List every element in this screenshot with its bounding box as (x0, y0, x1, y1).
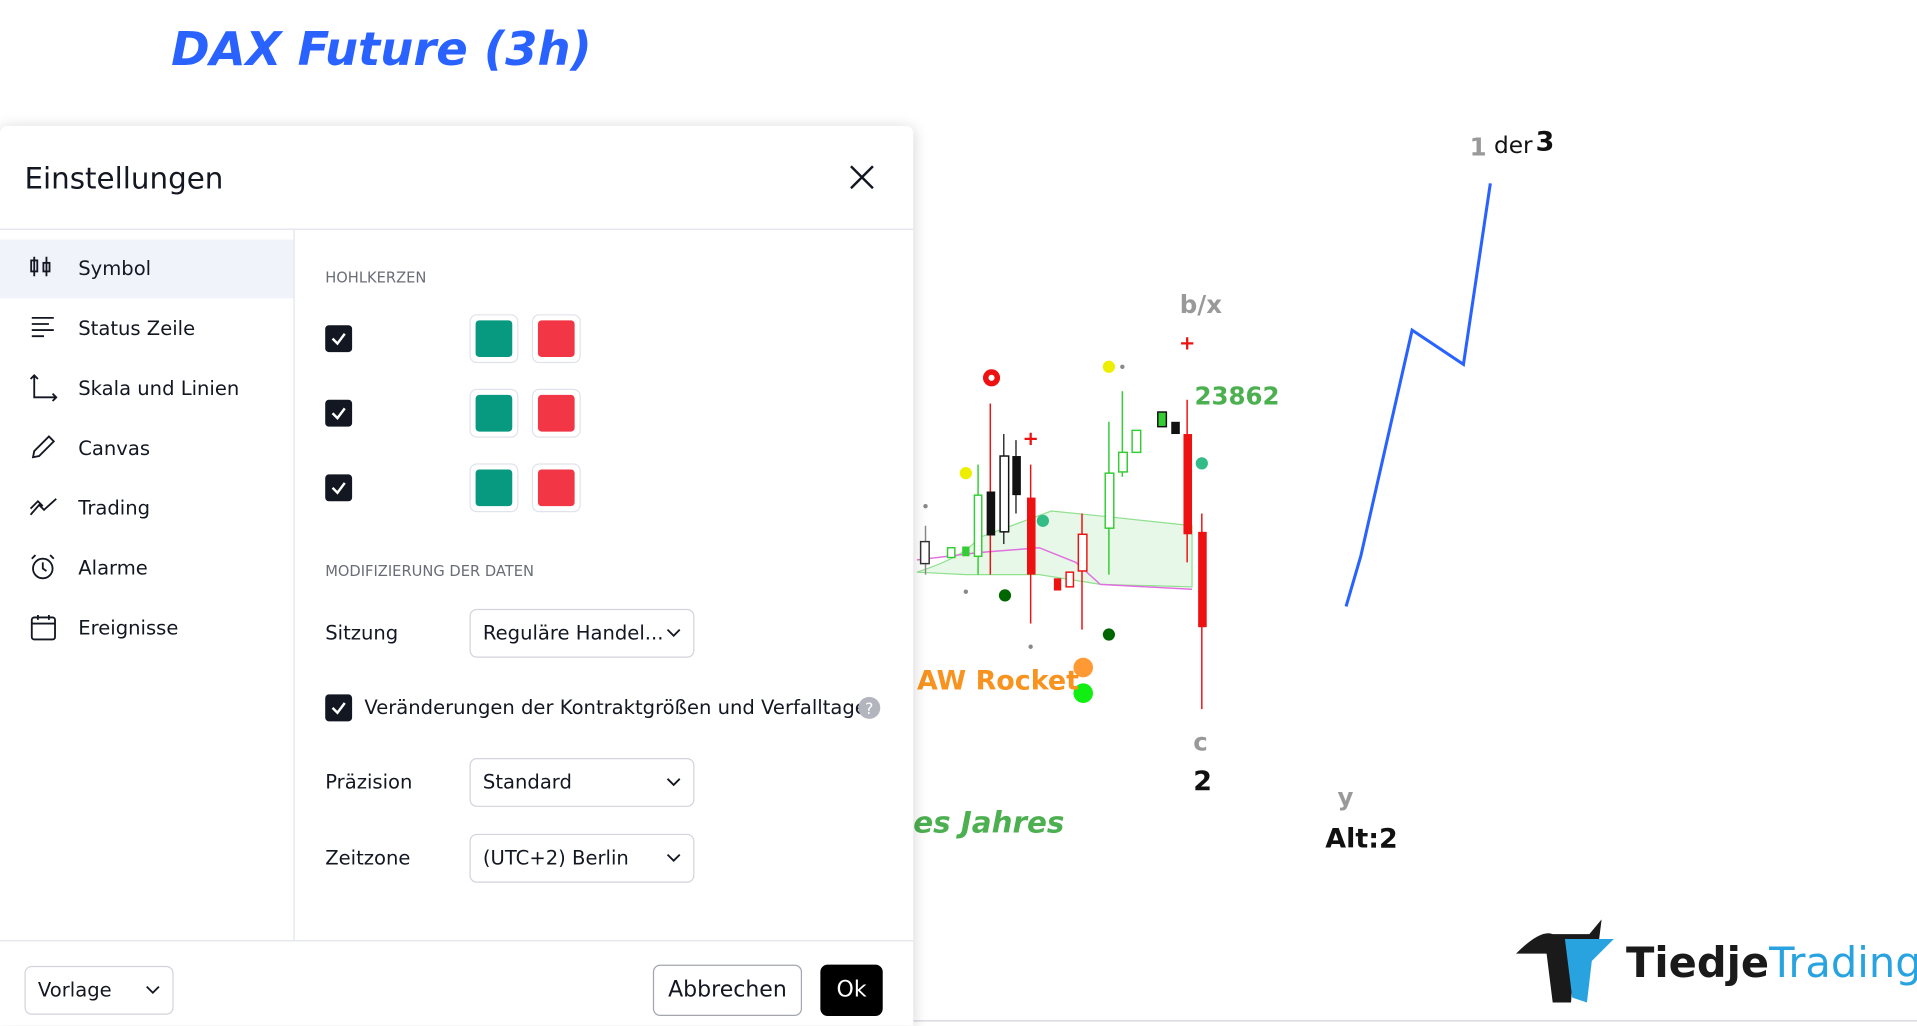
color-swatch[interactable] (469, 388, 519, 438)
logo-second: Trading (1769, 938, 1917, 988)
swatch-color (475, 394, 513, 432)
nav-icon (31, 316, 54, 338)
nav-icon (31, 435, 56, 459)
wave-label: b/x (1179, 289, 1223, 320)
section-heading: MODIFIZIERUNG DER DATEN (325, 562, 534, 580)
select-value: Reguläre Handel... (482, 621, 664, 645)
nav-item[interactable]: Trading (0, 479, 293, 538)
timezone-select[interactable]: (UTC+2) Berlin (469, 833, 695, 883)
color-swatch[interactable] (531, 388, 581, 438)
nav-item[interactable]: Ereignisse (0, 599, 293, 658)
cloud (916, 510, 1193, 588)
precision-select[interactable]: Standard (469, 758, 695, 807)
divider (0, 940, 914, 942)
dialog-title: Einstellungen (24, 161, 224, 196)
logo-icon (1516, 919, 1614, 1003)
color-swatch[interactable] (469, 463, 519, 513)
count-label: der (1494, 132, 1533, 159)
candles (919, 391, 1207, 710)
section-heading: HOHLKERZEN (325, 268, 427, 287)
ok-button[interactable]: Ok (820, 964, 883, 1016)
field-label: Zeitzone (325, 846, 411, 870)
swatch-color (475, 469, 513, 507)
checkbox[interactable] (325, 325, 353, 353)
count-label: 3 (1535, 127, 1555, 158)
nav-item[interactable]: Canvas (0, 419, 293, 478)
nav-item[interactable]: Status Zeile (0, 300, 293, 359)
field-label: Präzision (325, 770, 413, 794)
wave-label: c (1193, 727, 1208, 757)
help-icon[interactable]: ? (857, 696, 881, 720)
nav-item[interactable]: Alarme (0, 539, 293, 598)
checkbox[interactable] (325, 399, 353, 427)
nav-label: Symbol (78, 256, 152, 280)
chart-title: DAX Future (3h) (171, 22, 592, 76)
nav-icon (30, 256, 51, 277)
color-swatch[interactable] (531, 314, 581, 364)
svg-text:+: + (1179, 332, 1195, 355)
select-value: Standard (482, 770, 572, 794)
nav-label: Ereignisse (78, 616, 179, 640)
divider (0, 228, 914, 230)
logo-first: Tiedje (1626, 938, 1770, 988)
cancel-button[interactable]: Abbrechen (652, 964, 803, 1016)
checkbox[interactable] (325, 694, 353, 722)
close-button[interactable] (848, 164, 875, 191)
svg-text:+: + (1022, 427, 1038, 450)
signal-label: AW Rocket (916, 666, 1080, 697)
nav-item[interactable]: Symbol (0, 239, 294, 299)
nav-label: Skala und Linien (78, 376, 240, 400)
alt-label: Alt:2 (1325, 824, 1398, 855)
wave-label: 2 (1193, 766, 1212, 798)
nav-icon (29, 498, 57, 516)
field-label: Sitzung (325, 621, 399, 645)
checkbox-label: Veränderungen der Kontraktgrößen und Ver… (364, 695, 867, 719)
nav-label: Trading (78, 496, 151, 520)
template-select[interactable]: Vorlage (24, 965, 174, 1015)
select-value: (UTC+2) Berlin (482, 846, 629, 870)
nav-icon (30, 614, 56, 641)
year-label: es Jahres (913, 805, 1065, 840)
logo-text: TiedjeTrading (1626, 939, 1917, 988)
wave-projection (1344, 183, 1492, 607)
settings-dialog: Einstellungen Symbol Status Zeile Skala … (0, 125, 914, 1026)
swatch-color (537, 394, 575, 432)
select-value: Vorlage (37, 978, 112, 1002)
session-select[interactable]: Reguläre Handel... (469, 608, 695, 658)
nav-label: Alarme (78, 556, 148, 580)
nav-icon (29, 374, 58, 402)
svg-text:?: ? (865, 699, 873, 718)
divider (293, 229, 295, 941)
count-label: 1 (1469, 132, 1487, 162)
color-swatch[interactable] (531, 463, 581, 513)
swatch-color (537, 320, 575, 357)
wave-label: y (1337, 782, 1354, 812)
swatch-color (475, 320, 513, 357)
nav-label: Canvas (78, 436, 151, 460)
swatch-color (537, 469, 575, 507)
signal-dots: + + (923, 332, 1208, 703)
nav-item[interactable]: Skala und Linien (0, 359, 293, 418)
nav-label: Status Zeile (78, 316, 196, 340)
price-label: 23862 (1194, 381, 1280, 411)
checkbox[interactable] (325, 474, 353, 502)
nav-icon (31, 554, 55, 580)
color-swatch[interactable] (469, 314, 519, 364)
